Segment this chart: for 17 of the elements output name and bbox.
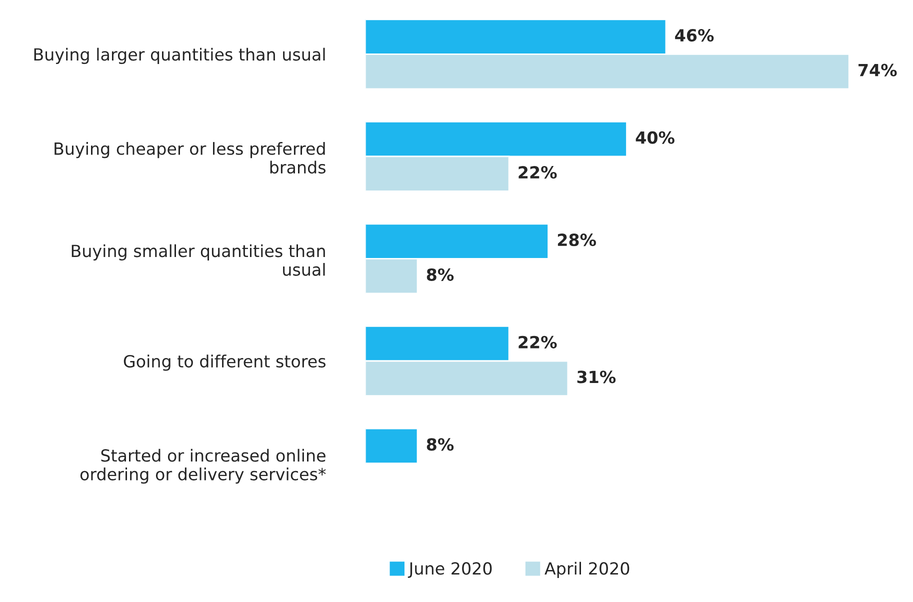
y-tick-label: Buying larger quantities than usual xyxy=(34,48,325,64)
data-label: 28% xyxy=(558,234,596,246)
data-label: 22% xyxy=(518,336,557,348)
data-label: 22% xyxy=(518,166,557,179)
data-label: 40% xyxy=(636,131,674,144)
data-label: 74% xyxy=(858,64,897,76)
y-tick-label: Buying cheaper or less preferred brands xyxy=(54,142,326,174)
y-tick-label: Buying smaller quantities than usual xyxy=(72,244,325,276)
data-label: 31% xyxy=(577,370,616,384)
data-label: 8% xyxy=(426,438,454,451)
data-label: 46% xyxy=(675,28,714,42)
legend-label: June 2020 xyxy=(408,562,492,578)
legend-label: April 2020 xyxy=(544,562,630,578)
y-tick-label: Going to different stores xyxy=(124,354,326,371)
bar xyxy=(365,428,418,464)
data-label: 8% xyxy=(426,268,454,281)
y-tick-label: Started or increased online ordering or delivery services* xyxy=(80,448,326,484)
